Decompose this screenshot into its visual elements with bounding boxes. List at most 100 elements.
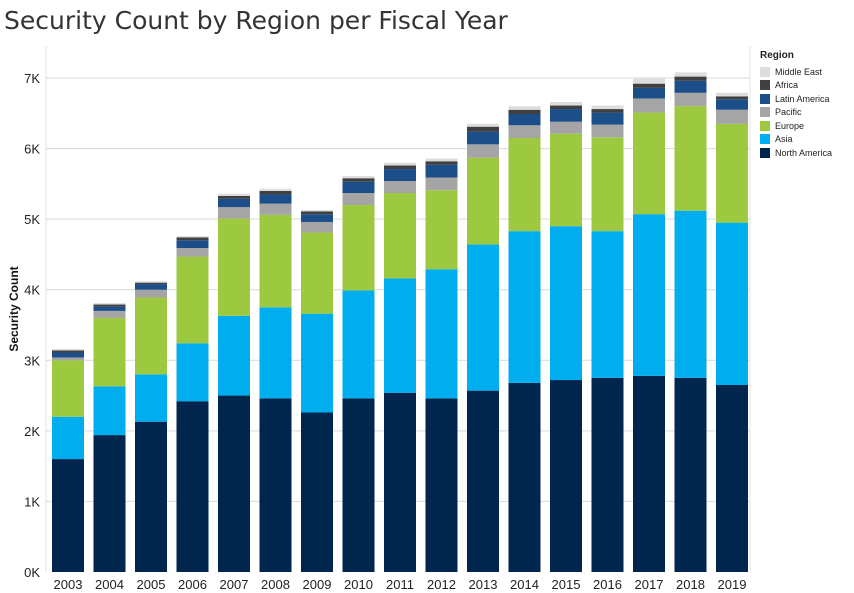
x-tick-label: 2003 — [54, 577, 83, 592]
bar-segment — [508, 125, 541, 138]
legend-swatch — [760, 107, 770, 118]
bar-segment — [591, 109, 624, 113]
bar-segment — [467, 126, 499, 132]
bar-segment — [633, 375, 665, 572]
x-tick-label: 2005 — [137, 577, 166, 592]
bar-segment — [508, 231, 541, 383]
bar-segment — [550, 101, 582, 106]
legend-item: Africa — [760, 79, 832, 93]
bar-segment — [342, 398, 375, 572]
y-tick-label: 2K — [24, 424, 40, 439]
bar-segment — [52, 350, 84, 353]
y-tick-label: 1K — [24, 494, 40, 509]
bar-segment — [176, 401, 209, 572]
legend-item: Pacific — [760, 106, 832, 120]
bar-segment — [467, 157, 499, 245]
bar-segment — [550, 226, 582, 381]
bar-segment — [176, 248, 209, 257]
bar-segment — [467, 144, 499, 158]
bar-segment — [591, 112, 624, 125]
bar-segment — [93, 304, 126, 307]
bar-segment — [425, 158, 458, 162]
bar-segment — [508, 109, 541, 114]
bar-segment — [550, 105, 582, 110]
bar-segment — [674, 76, 707, 81]
bar-segment — [218, 395, 250, 572]
x-tick-label: 2015 — [552, 577, 581, 592]
bar-segment — [135, 374, 167, 422]
bar-segment — [301, 232, 333, 314]
bar-segment — [384, 278, 416, 393]
x-tick-label: 2017 — [635, 577, 664, 592]
bar-segment — [674, 72, 707, 77]
bar-segment — [301, 221, 333, 233]
x-tick-label: 2009 — [303, 577, 332, 592]
legend-item: Middle East — [760, 65, 832, 79]
bar-segment — [342, 181, 375, 194]
legend-swatch — [760, 120, 770, 131]
bar-segment — [93, 306, 126, 311]
x-tick-label: 2010 — [344, 577, 373, 592]
bar-segment — [550, 109, 582, 122]
bar-segment — [550, 133, 582, 227]
legend-swatch — [760, 80, 770, 91]
bar-segment — [591, 105, 624, 110]
bar-segment — [93, 310, 126, 318]
x-tick-label: 2011 — [386, 577, 414, 592]
bar-segment — [93, 435, 126, 572]
bar-segment — [93, 317, 126, 387]
bar-segment — [591, 231, 624, 378]
bar-segment — [52, 416, 84, 460]
bar-segment — [135, 421, 167, 572]
legend: Region Middle East Africa Latin America Pac… — [760, 50, 832, 160]
bar-segment — [259, 307, 292, 399]
chart-title: Security Count by Region per Fiscal Year — [4, 6, 508, 35]
y-tick-label: 6K — [24, 142, 40, 157]
bar-segment — [633, 87, 665, 99]
bar-segment — [218, 193, 250, 196]
bar-segment — [52, 348, 84, 351]
bar-segment — [591, 124, 624, 138]
bar-segment — [176, 256, 209, 344]
bar-segment — [716, 96, 748, 100]
bar-segment — [425, 177, 458, 191]
bar-segment — [342, 290, 375, 399]
bar-segment — [425, 161, 458, 165]
bar-segment — [342, 176, 375, 179]
bar-segment — [467, 244, 499, 391]
bar-segment — [93, 386, 126, 436]
bar-segment — [176, 236, 209, 238]
x-tick-label: 2012 — [427, 577, 456, 592]
bar-segment — [425, 164, 458, 178]
bar-segment — [52, 360, 84, 417]
x-tick-label: 2016 — [593, 577, 622, 592]
bar-segment — [674, 92, 707, 107]
bar-segment — [218, 207, 250, 219]
bar-segment — [52, 357, 84, 361]
bar-segment — [550, 121, 582, 134]
bar-segment — [259, 214, 292, 308]
legend-label: Latin America — [775, 93, 830, 104]
bar-segment — [716, 99, 748, 110]
bar-segment — [218, 195, 250, 199]
legend-item: Latin America — [760, 92, 832, 106]
bar-segment — [342, 193, 375, 206]
y-tick-label: 3K — [24, 353, 40, 368]
bar-segment — [467, 123, 499, 127]
bar-segment — [591, 377, 624, 572]
x-tick-label: 2004 — [95, 577, 124, 592]
bar-segment — [52, 352, 84, 358]
bar-segment — [633, 98, 665, 113]
bar-segment — [218, 218, 250, 316]
bar-segment — [633, 112, 665, 215]
legend-swatch — [760, 93, 770, 104]
x-tick-label: 2014 — [510, 577, 539, 592]
legend-title: Region — [760, 50, 794, 61]
legend-label: Europe — [775, 120, 805, 131]
bar-segment — [674, 106, 707, 211]
legend-item: Europe — [760, 119, 832, 133]
legend-label: North America — [775, 147, 833, 158]
x-tick-label: 2008 — [261, 577, 290, 592]
bar-segment — [135, 289, 167, 298]
bar-segment — [633, 78, 665, 84]
